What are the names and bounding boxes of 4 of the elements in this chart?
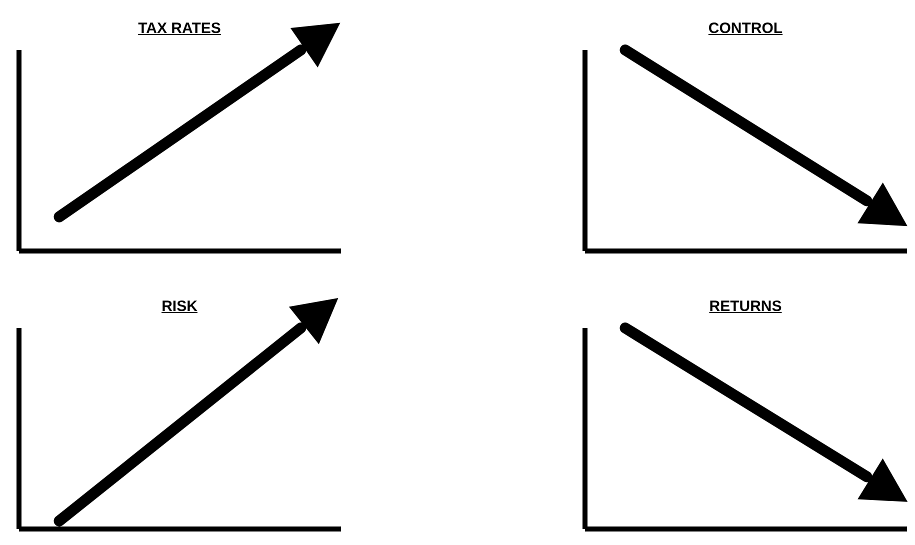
chart-title: RISK [160, 298, 198, 315]
chart-title: TAX RATES [137, 20, 222, 37]
chart-title: RETURNS [708, 298, 783, 315]
chart-title: CONTROL [707, 20, 784, 37]
